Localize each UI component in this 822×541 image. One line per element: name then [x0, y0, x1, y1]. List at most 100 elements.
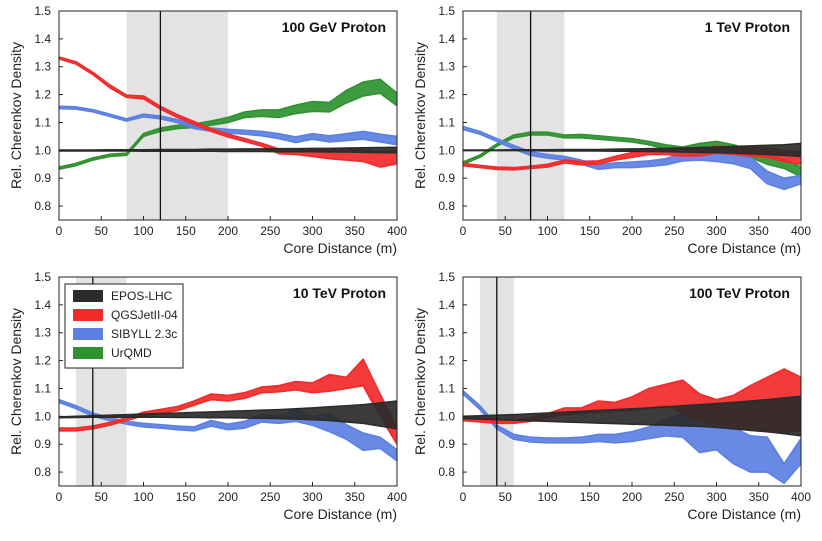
series-band-epos-lhc [463, 142, 801, 158]
y-tick-label: 1.2 [34, 354, 51, 368]
y-tick-label: 1.2 [438, 354, 455, 368]
y-tick-label: 0.9 [34, 171, 51, 185]
x-tick-label: 100 [133, 224, 153, 238]
x-tick-label: 50 [95, 490, 109, 504]
legend-label-sibyll-2-3c: SIBYLL 2.3c [111, 327, 177, 341]
y-tick-label: 0.8 [34, 465, 51, 479]
x-axis-label: Core Distance (m) [687, 506, 801, 522]
x-tick-label: 200 [218, 490, 238, 504]
x-tick-label: 250 [664, 490, 684, 504]
panel-title: 10 TeV Proton [293, 285, 386, 301]
x-axis-label: Core Distance (m) [283, 506, 397, 522]
y-tick-label: 1.1 [34, 115, 51, 129]
y-tick-label: 0.9 [34, 437, 51, 451]
x-tick-label: 100 [537, 224, 557, 238]
y-tick-label: 1.4 [438, 32, 455, 46]
x-tick-label: 350 [749, 224, 769, 238]
x-tick-label: 300 [706, 490, 726, 504]
x-tick-label: 250 [260, 224, 280, 238]
y-tick-label: 1.2 [438, 88, 455, 102]
y-tick-label: 1.3 [34, 326, 51, 340]
x-tick-label: 350 [749, 490, 769, 504]
y-tick-label: 1.4 [34, 32, 51, 46]
panel-title: 1 TeV Proton [705, 19, 790, 35]
y-axis-label: Rel. Cherenkov Density [8, 308, 24, 455]
series-band-sibyll-2-3c [59, 398, 397, 462]
y-tick-label: 0.9 [438, 437, 455, 451]
x-tick-label: 0 [56, 224, 63, 238]
x-tick-label: 0 [460, 224, 467, 238]
x-tick-label: 0 [460, 490, 467, 504]
panel-100tev-proton: 0 50 100 150 200 250 300 350 400 0.8 0.9 1.0 1.1 1.2 1… [412, 270, 811, 522]
x-tick-label: 50 [499, 490, 513, 504]
x-tick-label: 200 [218, 224, 238, 238]
legend-label-epos-lhc: EPOS-LHC [111, 289, 173, 303]
y-tick-label: 1.4 [438, 298, 455, 312]
y-tick-label: 1.4 [34, 298, 51, 312]
panel-title: 100 TeV Proton [689, 285, 790, 301]
x-tick-label: 100 [537, 490, 557, 504]
y-tick-label: 0.8 [438, 199, 455, 213]
x-tick-label: 50 [499, 224, 513, 238]
y-axis-label: Rel. Cherenkov Density [412, 308, 428, 455]
y-tick-label: 1.3 [438, 60, 455, 74]
series-band-urqmd [463, 131, 801, 178]
y-tick-label: 1.1 [438, 381, 455, 395]
x-tick-label: 350 [345, 224, 365, 238]
y-tick-label: 0.8 [34, 199, 51, 213]
x-tick-label: 300 [302, 490, 322, 504]
y-tick-label: 1.0 [438, 143, 455, 157]
x-tick-label: 200 [622, 490, 642, 504]
series-band-sibyll-2-3c [463, 389, 801, 485]
y-tick-label: 1.1 [34, 381, 51, 395]
y-tick-label: 1.5 [438, 4, 455, 18]
x-tick-label: 150 [176, 490, 196, 504]
y-tick-label: 1.2 [34, 88, 51, 102]
x-axis-label: Core Distance (m) [283, 240, 397, 256]
y-axis-label: Rel. Cherenkov Density [8, 42, 24, 189]
legend-swatch-urqmd [73, 347, 103, 359]
y-tick-label: 1.3 [34, 60, 51, 74]
x-tick-label: 250 [260, 490, 280, 504]
y-tick-label: 0.8 [438, 465, 455, 479]
legend-swatch-epos-lhc [73, 290, 103, 302]
legend-swatch-sibyll-2-3c [73, 328, 103, 340]
x-axis-label: Core Distance (m) [687, 240, 801, 256]
y-tick-label: 1.1 [438, 115, 455, 129]
legend-label-qgsjetii-04: QGSJetII-04 [111, 308, 178, 322]
y-tick-label: 1.0 [34, 409, 51, 423]
series-band-epos-lhc [59, 400, 397, 430]
y-tick-label: 1.5 [34, 270, 51, 284]
panel-100gev-proton: 0 50 100 150 200 250 300 350 400 0.8 0.9 1.0 1.1 1.2 1… [8, 4, 407, 256]
legend-label-urqmd: UrQMD [111, 346, 152, 360]
y-tick-label: 1.0 [438, 409, 455, 423]
x-tick-label: 400 [791, 224, 811, 238]
x-tick-label: 150 [580, 490, 600, 504]
series-band-epos-lhc [463, 395, 801, 437]
x-tick-label: 400 [387, 224, 407, 238]
x-tick-label: 250 [664, 224, 684, 238]
x-tick-label: 0 [56, 490, 63, 504]
x-tick-label: 150 [580, 224, 600, 238]
x-tick-label: 200 [622, 224, 642, 238]
panel-10tev-proton: 0 50 100 150 200 250 300 350 400 0.8 0.9 1.0 1.1 1.2 1… [8, 270, 407, 522]
x-tick-label: 300 [706, 224, 726, 238]
x-tick-label: 100 [133, 490, 153, 504]
panel-1tev-proton: 0 50 100 150 200 250 300 350 400 0.8 0.9 1.0 1.1 1.2 1… [412, 4, 811, 256]
panel-title: 100 GeV Proton [282, 19, 386, 35]
y-tick-label: 0.9 [438, 171, 455, 185]
y-tick-label: 1.5 [34, 4, 51, 18]
legend: EPOS-LHC QGSJetII-04 SIBYLL 2.3c UrQMD [64, 283, 184, 369]
x-tick-label: 350 [345, 490, 365, 504]
y-tick-label: 1.3 [438, 326, 455, 340]
legend-swatch-qgsjetii-04 [73, 309, 103, 321]
y-tick-label: 1.5 [438, 270, 455, 284]
x-tick-label: 400 [791, 490, 811, 504]
x-tick-label: 300 [302, 224, 322, 238]
x-tick-label: 50 [95, 224, 109, 238]
y-axis-label: Rel. Cherenkov Density [412, 42, 428, 189]
x-tick-label: 400 [387, 490, 407, 504]
x-tick-label: 150 [176, 224, 196, 238]
y-tick-label: 1.0 [34, 143, 51, 157]
